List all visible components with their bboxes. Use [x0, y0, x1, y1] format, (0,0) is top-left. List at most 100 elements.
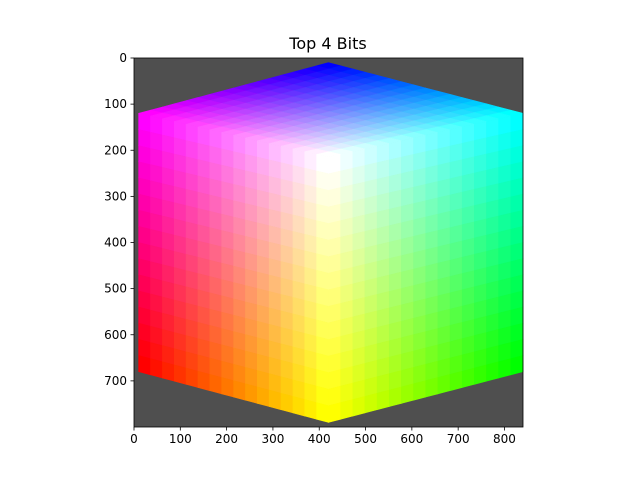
color-cell [186, 287, 198, 306]
color-cell [174, 251, 186, 270]
color-cell [401, 220, 413, 239]
color-cell [450, 176, 462, 195]
color-cell [329, 270, 341, 290]
color-cell [257, 387, 269, 407]
color-cell [450, 274, 462, 293]
color-cell [174, 170, 186, 189]
color-cell [257, 272, 269, 291]
color-cell [245, 171, 257, 190]
color-cell [293, 396, 305, 416]
color-cell [305, 234, 317, 253]
color-cell [426, 263, 438, 282]
color-cell [462, 157, 474, 176]
color-cell [317, 336, 329, 356]
color-cell [151, 181, 163, 200]
color-cell [414, 233, 426, 252]
color-cell [474, 251, 486, 270]
color-cell [222, 280, 234, 299]
color-cell [281, 179, 293, 198]
color-cell [234, 152, 246, 171]
color-cell [377, 143, 389, 162]
color-cell [341, 350, 353, 370]
color-cell [257, 305, 269, 324]
color-cell [474, 154, 486, 173]
color-cell [341, 152, 353, 171]
color-cell [487, 216, 499, 235]
color-cell [281, 294, 293, 313]
color-cell [151, 359, 163, 378]
color-cell [426, 182, 438, 201]
color-cell [139, 178, 151, 197]
color-cell [210, 211, 222, 230]
color-cell [305, 400, 317, 420]
color-cell [162, 232, 174, 251]
color-cell [341, 185, 353, 204]
color-cell [389, 206, 401, 225]
color-cell [139, 146, 151, 165]
color-cell [365, 294, 377, 313]
color-cell [186, 254, 198, 273]
color-cell [462, 206, 474, 225]
color-cell [139, 356, 151, 375]
color-cell [377, 291, 389, 310]
color-cell [186, 157, 198, 176]
color-cell [162, 200, 174, 219]
color-cell [389, 321, 401, 340]
color-cell [462, 222, 474, 241]
color-cell [293, 231, 305, 250]
color-cell [257, 190, 269, 209]
color-cell [222, 378, 234, 398]
color-cell [281, 245, 293, 264]
color-cell [450, 127, 462, 146]
color-cell [414, 315, 426, 334]
color-cell [474, 170, 486, 189]
color-cell [353, 396, 365, 416]
color-cell [222, 231, 234, 250]
color-cell [269, 226, 281, 245]
color-cell [438, 162, 450, 181]
color-cell [186, 368, 198, 387]
color-cell [317, 204, 329, 223]
y-tick-label: 300 [104, 189, 127, 203]
color-cell [329, 154, 341, 173]
color-cell [329, 237, 341, 256]
color-cell [487, 119, 499, 138]
color-cell [174, 268, 186, 287]
color-cell [257, 223, 269, 242]
color-cell [426, 214, 438, 233]
color-cell [198, 160, 210, 179]
color-cell [401, 138, 413, 157]
color-cell [353, 198, 365, 217]
color-cell [293, 347, 305, 367]
color-cell [341, 300, 353, 320]
color-cell [389, 387, 401, 407]
color-cell [474, 138, 486, 157]
color-cell [389, 305, 401, 324]
color-cell [353, 165, 365, 184]
color-cell [269, 242, 281, 261]
color-cell [293, 182, 305, 201]
color-cell [151, 197, 163, 216]
color-cell [234, 283, 246, 302]
color-cell [450, 208, 462, 227]
color-cell [210, 146, 222, 165]
color-cell [450, 257, 462, 276]
color-cell [245, 253, 257, 272]
color-cell [198, 176, 210, 195]
color-cell [162, 184, 174, 203]
color-cell [293, 264, 305, 283]
color-cell [377, 226, 389, 245]
color-cell [401, 204, 413, 223]
color-cell [487, 151, 499, 170]
color-cell [305, 185, 317, 204]
color-cell [329, 353, 341, 373]
color-cell [438, 228, 450, 247]
color-cell [401, 269, 413, 288]
color-cell [487, 200, 499, 219]
color-cell [341, 218, 353, 237]
color-cell [234, 168, 246, 187]
color-cell [269, 324, 281, 344]
color-cell [281, 327, 293, 347]
y-tick-label: 200 [104, 143, 127, 157]
color-cell [426, 247, 438, 266]
